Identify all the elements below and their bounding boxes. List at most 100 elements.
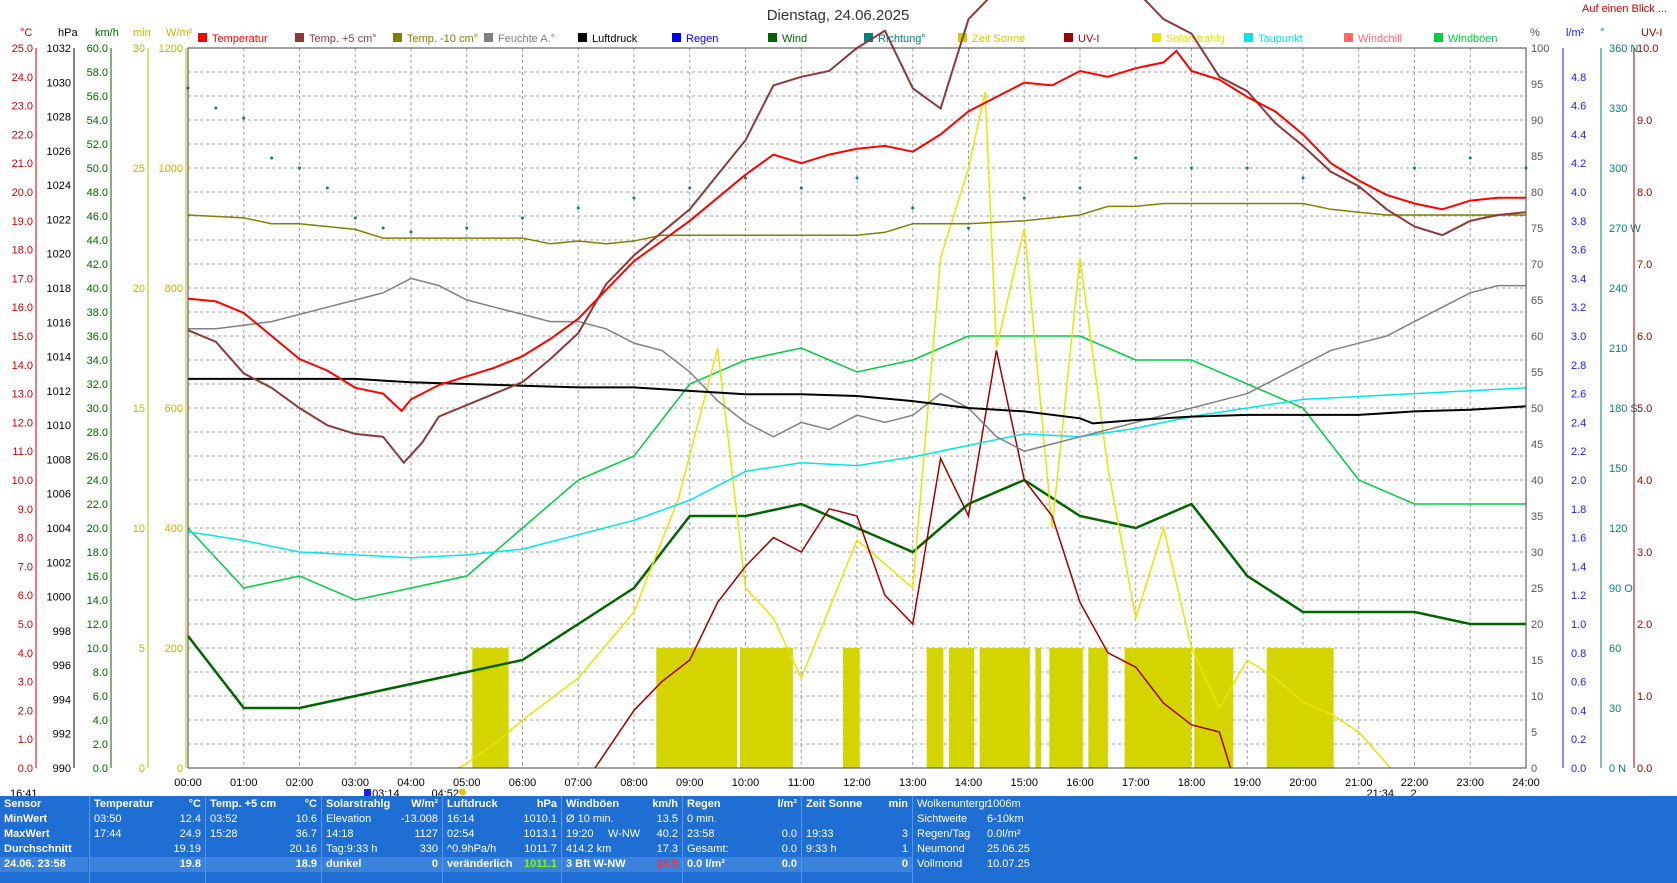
axis-tick-label: 3.0 <box>1637 547 1652 559</box>
time-tick-label: 19:00 <box>1233 777 1261 789</box>
axis-tick-label: 1018 <box>47 283 71 295</box>
axis-tick-label: 56.0 <box>87 91 108 103</box>
axis-tick-label: 15.0 <box>12 331 33 343</box>
axis-tick-label: 1010 <box>47 420 71 432</box>
plot-frame <box>187 47 1527 769</box>
axis-tick-label: 50 <box>1531 403 1543 415</box>
axis-tick-label: 58.0 <box>87 67 108 79</box>
stats-temp-unit: °C <box>188 798 201 810</box>
legend-swatch <box>198 33 207 42</box>
stats-sun-unit: min <box>888 798 908 810</box>
axis-unit-labels: °C hPa km/h min W/m²% l/m² ° UV-I <box>20 27 1662 39</box>
direction-point <box>1190 166 1193 170</box>
legend-label: Feuchte A.° <box>498 33 555 45</box>
axis-tick-label: 9.0 <box>18 504 33 516</box>
axis-tick-label: 10.0 <box>12 475 33 487</box>
axis-tick-label: 120 <box>1609 523 1627 535</box>
axis-tick-label: 1026 <box>47 146 71 158</box>
time-tick-label: 21:00 <box>1345 777 1373 789</box>
axis-tick-label: 0 <box>139 763 145 775</box>
stats-solar-current-label: dunkel <box>326 858 362 870</box>
axis-tick-label: 1008 <box>47 454 71 466</box>
sunshine-block <box>1035 648 1041 768</box>
stats-rain-unit: l/m² <box>777 798 797 810</box>
chart-title: Dienstag, 24.06.2025 <box>767 7 910 24</box>
axis-tick-label: 600 <box>165 403 183 415</box>
stats-solar-max-time: 14:18 <box>326 828 354 840</box>
stats-temp-min: 12.4 <box>179 813 201 825</box>
axis-tick-label: 330 <box>1609 103 1627 115</box>
axis-tick-label: 994 <box>53 694 71 706</box>
axis-tick-label: 1200 <box>159 43 183 55</box>
time-tick-label: 02:00 <box>286 777 314 789</box>
axis-tick-label: 25 <box>1531 583 1543 595</box>
axis-tick-label: 14.0 <box>12 360 33 372</box>
time-axis: 00:00 01:00 02:00 03:00 04:00 05:00 06:00 07:00… <box>174 777 1540 789</box>
axis-tick-label: 0 <box>1531 763 1537 775</box>
legend-label: Temp. +5 cm° <box>309 33 377 45</box>
axis-tick-label: 1024 <box>47 180 71 192</box>
direction-point <box>1413 166 1416 170</box>
time-tick-label: 10:00 <box>732 777 760 789</box>
legend-swatch <box>1434 33 1443 42</box>
axis-tick-label: 1016 <box>47 317 71 329</box>
series-line-windb-en <box>187 335 1526 601</box>
axis-tick-label: 30 <box>1609 703 1621 715</box>
axis-tick-label: 40 <box>1531 475 1543 487</box>
axis-tick-label: 270 W <box>1609 223 1641 235</box>
time-tick-label: 17:00 <box>1122 777 1150 789</box>
axis-tick-label: 0.0 <box>93 763 108 775</box>
axis-tick-label: 20.0 <box>12 187 33 199</box>
axis-tick-label: 12.0 <box>12 417 33 429</box>
axis-tick-label: 42.0 <box>87 259 108 271</box>
direction-point <box>325 186 329 190</box>
axis-tick-label: 2.4 <box>1571 417 1586 429</box>
legend-swatch <box>864 33 873 42</box>
axis-tick-label: 8.0 <box>1637 187 1652 199</box>
sunshine-block <box>1088 648 1108 768</box>
stats-solar-elev: -13.008 <box>400 813 438 825</box>
axis-tick-label: 6.0 <box>1637 331 1652 343</box>
sunrise-icon <box>459 788 467 796</box>
direction-point <box>1301 176 1305 180</box>
axis-tick-label: 80 <box>1531 187 1543 199</box>
stats-solar-avg: 330 <box>419 843 438 855</box>
axis-tick-label: 35 <box>1531 511 1543 523</box>
legend-swatch <box>295 33 304 42</box>
axis-tick-label: 4.2 <box>1571 158 1586 170</box>
stats-solar-max: 1127 <box>414 828 438 840</box>
stats-min-label: MinWert <box>4 813 48 825</box>
axis-tick-label: 40.0 <box>87 283 108 295</box>
axis-tick-label: 21.0 <box>12 158 33 170</box>
overview-link[interactable]: Auf einen Blick ... <box>1582 3 1667 15</box>
time-tick-label: 13:00 <box>899 777 927 789</box>
axis-tick-label: 10 <box>1531 691 1543 703</box>
stats-avg-label: Durchschnitt <box>4 843 72 855</box>
axis-tick-label: 32.0 <box>87 379 108 391</box>
series-line-feuchte-a <box>188 277 1526 452</box>
stats-pressure-current: 1011.1 <box>523 858 557 870</box>
stats-rain-duration: 0 min. <box>687 813 717 825</box>
axis-tick-label: 25.0 <box>12 43 33 55</box>
direction-point <box>744 176 747 180</box>
stats-gust-avg10: 13.5 <box>656 813 678 825</box>
stats-temp-max: 24.9 <box>179 828 201 840</box>
axis-tick-label: 75 <box>1531 223 1543 235</box>
stats-rain-max: 0.0 <box>781 828 797 840</box>
axis-tick-label: 10.0 <box>1637 43 1658 55</box>
direction-point <box>270 156 274 160</box>
stats-max-label: MaxWert <box>4 828 50 840</box>
time-tick-label: 07:00 <box>564 777 592 789</box>
axis-tick-label: 1022 <box>47 214 71 226</box>
axis-tick-label: 23.0 <box>12 101 33 113</box>
axis-tick-label: 13.0 <box>12 389 33 401</box>
stats-rain-total: 0.0 <box>781 843 797 855</box>
axis-tick-label: 1014 <box>47 352 71 364</box>
axis-tick-label: 85 <box>1531 151 1543 163</box>
axis-tick-label: 1030 <box>47 77 71 89</box>
direction-point <box>1245 166 1249 170</box>
stats-rain-max-time: 23:58 <box>687 828 715 840</box>
axis-tick-label: 11.0 <box>12 446 33 458</box>
stats-gust-avg: 17.3 <box>656 843 678 855</box>
axis-tick-label: 9.0 <box>1637 115 1652 127</box>
